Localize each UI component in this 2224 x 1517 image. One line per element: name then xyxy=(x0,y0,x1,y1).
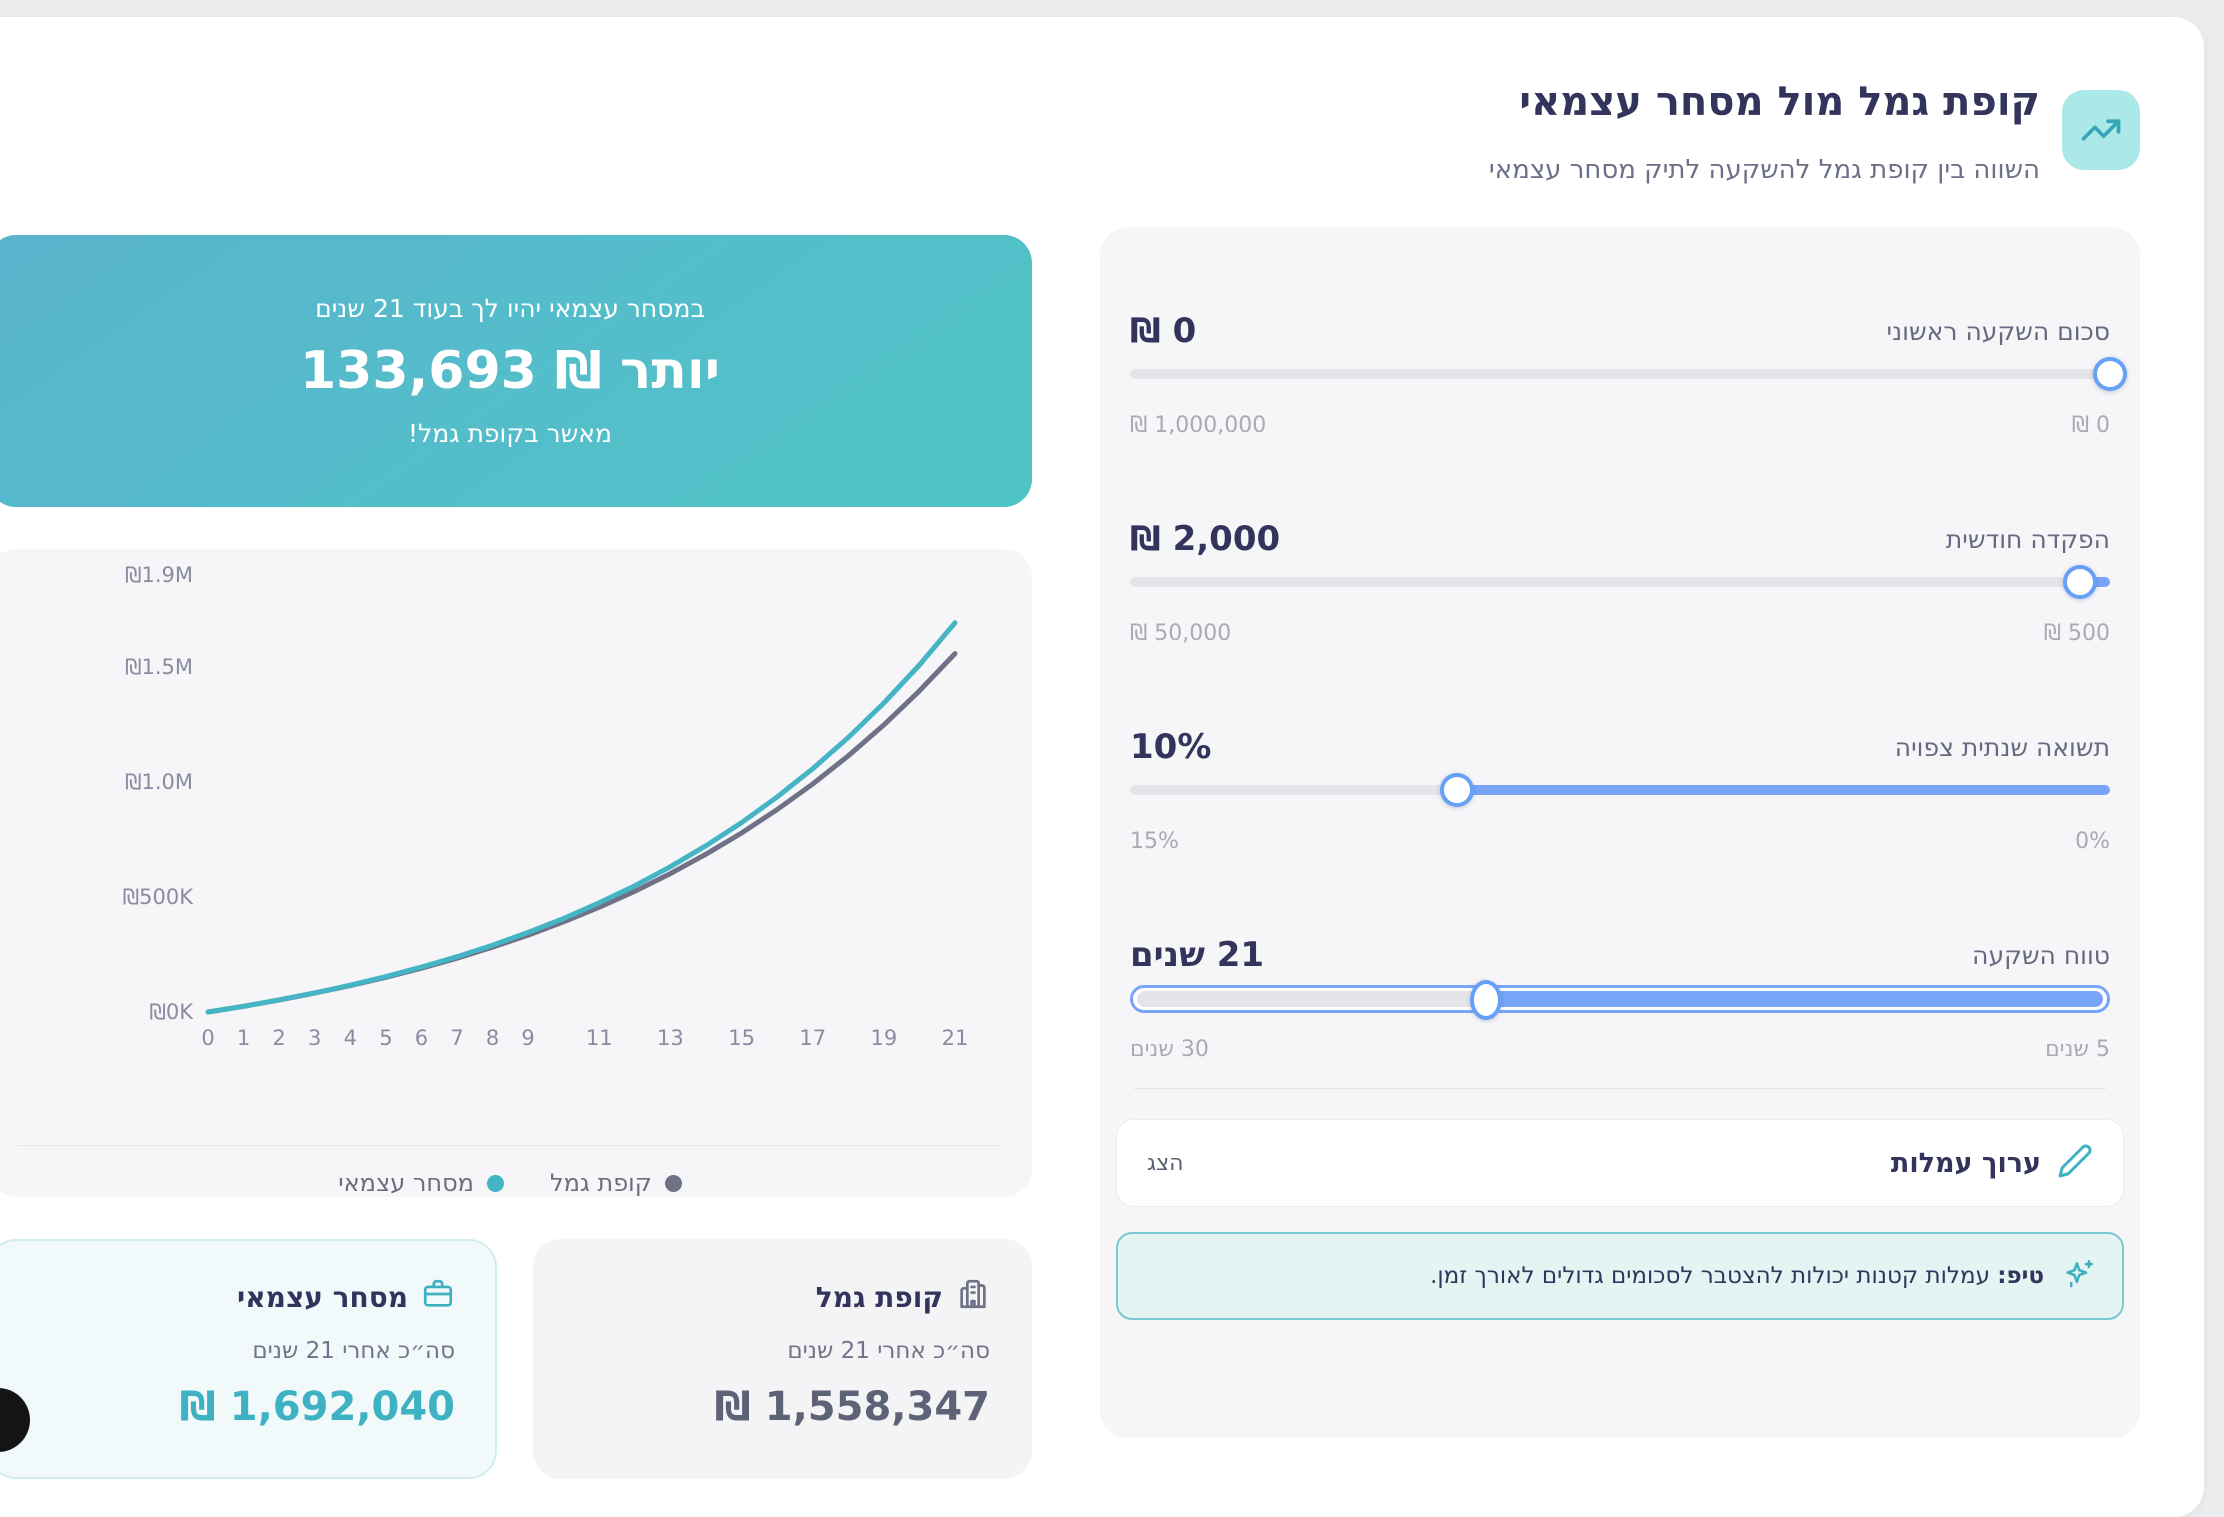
chart-legend-divider xyxy=(18,1145,1002,1146)
slider-track[interactable] xyxy=(1130,980,2110,1020)
svg-text:21: 21 xyxy=(942,1026,969,1050)
slider-track[interactable] xyxy=(1130,357,2127,391)
legend-item[interactable]: מסחר עצמאי xyxy=(338,1169,504,1197)
edit-fees-label: ערוך עמלות xyxy=(1890,1147,2041,1179)
slider-value: 21 שנים xyxy=(1130,935,1265,975)
legend-label: קופת גמל xyxy=(549,1169,652,1197)
panel-divider xyxy=(1134,1088,2106,1089)
slider-group-3: טווח השקעה 21 שנים 5 שנים 30 שנים xyxy=(1130,899,2110,1069)
slider-label: סכום השקעה ראשוני xyxy=(1886,316,2110,346)
slider-min-label: 500 ₪ xyxy=(2043,621,2110,646)
svg-text:0: 0 xyxy=(201,1026,214,1050)
banner-line1: במסחר עצמאי יהיו לך בעוד 21 שנים xyxy=(315,294,705,323)
summary-card-title: מסחר עצמאי xyxy=(237,1281,408,1314)
slider-thumb[interactable] xyxy=(2093,357,2127,391)
page-title: קופת גמל מול מסחר עצמאי xyxy=(1519,79,2040,125)
summary-card-gemel: קופת גמל סה״כ אחרי 21 שנים 1,558,347 ₪ xyxy=(533,1239,1032,1479)
svg-text:₪0K: ₪0K xyxy=(149,1000,194,1024)
slider-group-2: תשואה שנתית צפויה 10% 0% 15% xyxy=(1130,691,2110,861)
slider-min-label: 5 שנים xyxy=(2045,1037,2110,1062)
svg-text:17: 17 xyxy=(799,1026,826,1050)
slider-min-label: 0% xyxy=(2075,829,2110,854)
result-banner: במסחר עצמאי יהיו לך בעוד 21 שנים 133,693… xyxy=(0,235,1032,507)
svg-text:7: 7 xyxy=(450,1026,463,1050)
tip-text: טיפ: עמלות קטנות יכולות להצטבר לסכומים ג… xyxy=(1430,1263,2044,1289)
main-card: קופת גמל מול מסחר עצמאי השווה בין קופת ג… xyxy=(0,17,2204,1517)
svg-text:8: 8 xyxy=(486,1026,499,1050)
pencil-icon xyxy=(2057,1143,2093,1183)
legend-item[interactable]: קופת גמל xyxy=(550,1169,682,1197)
chart-legend: קופת גמל מסחר עצמאי xyxy=(0,1161,1032,1205)
legend-label: מסחר עצמאי xyxy=(338,1169,474,1197)
slider-fill xyxy=(1484,991,2103,1007)
svg-text:3: 3 xyxy=(308,1026,321,1050)
tip-prefix: טיפ: xyxy=(1997,1263,2044,1289)
svg-text:11: 11 xyxy=(586,1026,613,1050)
slider-track[interactable] xyxy=(1130,773,2110,807)
slider-min-label: 0 ₪ xyxy=(2071,413,2110,438)
svg-text:9: 9 xyxy=(521,1026,534,1050)
page-subtitle: השווה בין קופת גמל להשקעה לתיק מסחר עצמא… xyxy=(1488,155,2040,185)
svg-text:13: 13 xyxy=(657,1026,684,1050)
slider-max-label: 1,000,000 ₪ xyxy=(1130,413,1267,438)
calculator-panel: סכום השקעה ראשוני 0 ₪ 0 ₪ 1,000,000 ₪ הפ… xyxy=(1100,227,2140,1438)
summary-card-subtitle: סה״כ אחרי 21 שנים xyxy=(787,1338,990,1364)
slider-value: 10% xyxy=(1130,727,1212,767)
svg-text:₪1.9M: ₪1.9M xyxy=(125,563,193,587)
slider-track[interactable] xyxy=(1130,565,2110,599)
legend-dot xyxy=(664,1174,682,1192)
banner-amount: 133,693 ₪ יותר xyxy=(299,341,721,401)
svg-text:₪1.5M: ₪1.5M xyxy=(125,655,193,679)
slider-thumb[interactable] xyxy=(2063,565,2098,599)
edit-fees-button[interactable]: ערוך עמלות הצג xyxy=(1116,1119,2124,1207)
briefcase-icon xyxy=(421,1277,455,1318)
growth-chart-card: ₪0K ₪500K ₪1.0M ₪1.5M ₪1.9M 0 1 2 3 4 5 6 7 8 9 11 13 15 1… xyxy=(0,549,1032,1197)
slider-label: טווח השקעה xyxy=(1972,940,2110,970)
svg-text:4: 4 xyxy=(344,1026,357,1050)
slider-value: 0 ₪ xyxy=(1130,311,1197,351)
show-fees-link[interactable]: הצג xyxy=(1147,1150,1184,1176)
slider-group-1: הפקדה חודשית 2,000 ₪ 500 ₪ 50,000 ₪ xyxy=(1130,483,2110,653)
slider-thumb[interactable] xyxy=(1439,773,1474,807)
slider-max-label: 30 שנים xyxy=(1130,1037,1209,1062)
slider-value: 2,000 ₪ xyxy=(1130,519,1281,559)
building-icon xyxy=(956,1277,990,1318)
trending-up-icon xyxy=(2062,90,2140,170)
slider-group-0: סכום השקעה ראשוני 0 ₪ 0 ₪ 1,000,000 ₪ xyxy=(1130,275,2127,445)
summary-cards-row: קופת גמל סה״כ אחרי 21 שנים 1,558,347 ₪ מ… xyxy=(0,1239,1032,1479)
summary-card-self-trading: מסחר עצמאי סה״כ אחרי 21 שנים 1,692,040 ₪ xyxy=(0,1239,497,1479)
svg-text:19: 19 xyxy=(871,1026,898,1050)
summary-card-title: קופת גמל xyxy=(815,1281,943,1314)
slider-label: הפקדה חודשית xyxy=(1945,524,2110,554)
growth-chart-svg: ₪0K ₪500K ₪1.0M ₪1.5M ₪1.9M 0 1 2 3 4 5 6 7 8 9 11 13 15 1… xyxy=(123,563,969,1050)
svg-text:2: 2 xyxy=(272,1026,285,1050)
svg-text:6: 6 xyxy=(415,1026,428,1050)
sparkles-icon xyxy=(2062,1257,2096,1295)
svg-text:5: 5 xyxy=(379,1026,392,1050)
summary-card-value: 1,558,347 ₪ xyxy=(714,1384,990,1430)
slider-label: תשואה שנתית צפויה xyxy=(1894,732,2110,762)
slider-thumb[interactable] xyxy=(1469,980,1502,1020)
tip-banner: טיפ: עמלות קטנות יכולות להצטבר לסכומים ג… xyxy=(1116,1232,2124,1320)
summary-card-subtitle: סה״כ אחרי 21 שנים xyxy=(252,1338,455,1364)
slider-max-label: 15% xyxy=(1130,829,1179,854)
svg-text:₪500K: ₪500K xyxy=(123,885,195,909)
legend-dot xyxy=(486,1174,504,1192)
svg-text:15: 15 xyxy=(728,1026,755,1050)
svg-text:₪1.0M: ₪1.0M xyxy=(125,770,193,794)
svg-text:1: 1 xyxy=(237,1026,250,1050)
banner-line3: מאשר בקופת גמל! xyxy=(408,419,612,448)
slider-fill xyxy=(1456,785,2110,795)
summary-card-value: 1,692,040 ₪ xyxy=(179,1384,455,1430)
slider-max-label: 50,000 ₪ xyxy=(1130,621,1232,646)
